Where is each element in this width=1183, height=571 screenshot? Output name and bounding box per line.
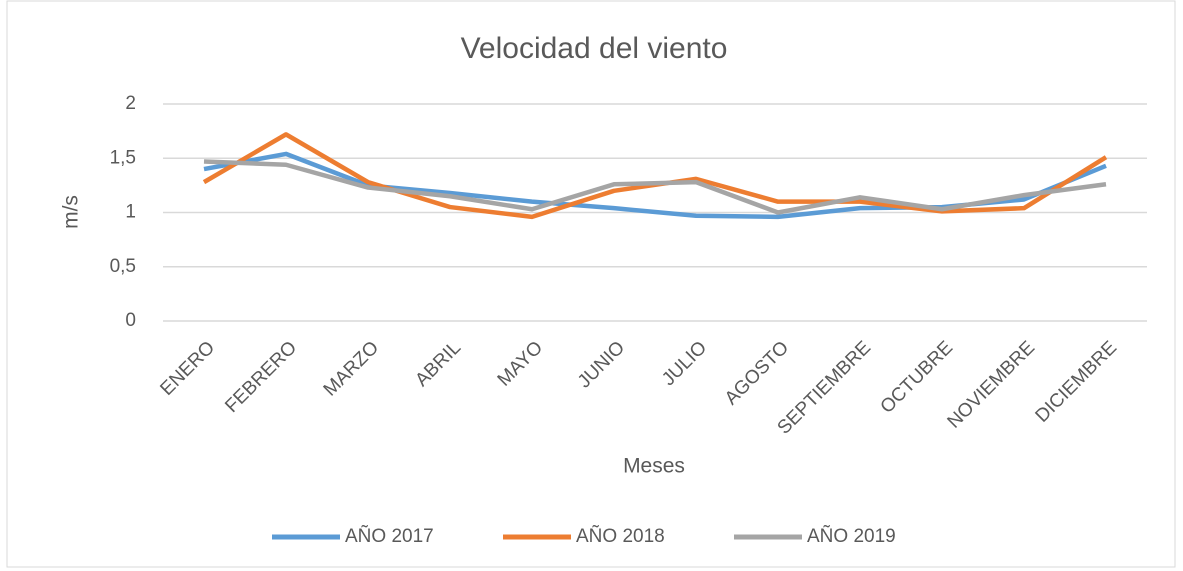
chart-frame	[6, 0, 1176, 568]
y-tick-label: 1	[125, 202, 136, 223]
series-line	[203, 159, 1107, 215]
y-tick-label: 0	[125, 310, 136, 331]
y-tick-label: 2	[125, 93, 136, 114]
legend-label: AÑO 2018	[576, 525, 665, 547]
x-axis-label: Meses	[623, 455, 685, 478]
chart-title: Velocidad del viento	[461, 32, 728, 65]
y-tick-label: 0,5	[110, 256, 136, 277]
legend-label: AÑO 2017	[345, 525, 434, 547]
legend-label: AÑO 2019	[807, 525, 896, 547]
y-tick-label: 1,5	[110, 147, 136, 168]
y-axis-label: m/s	[60, 195, 83, 229]
